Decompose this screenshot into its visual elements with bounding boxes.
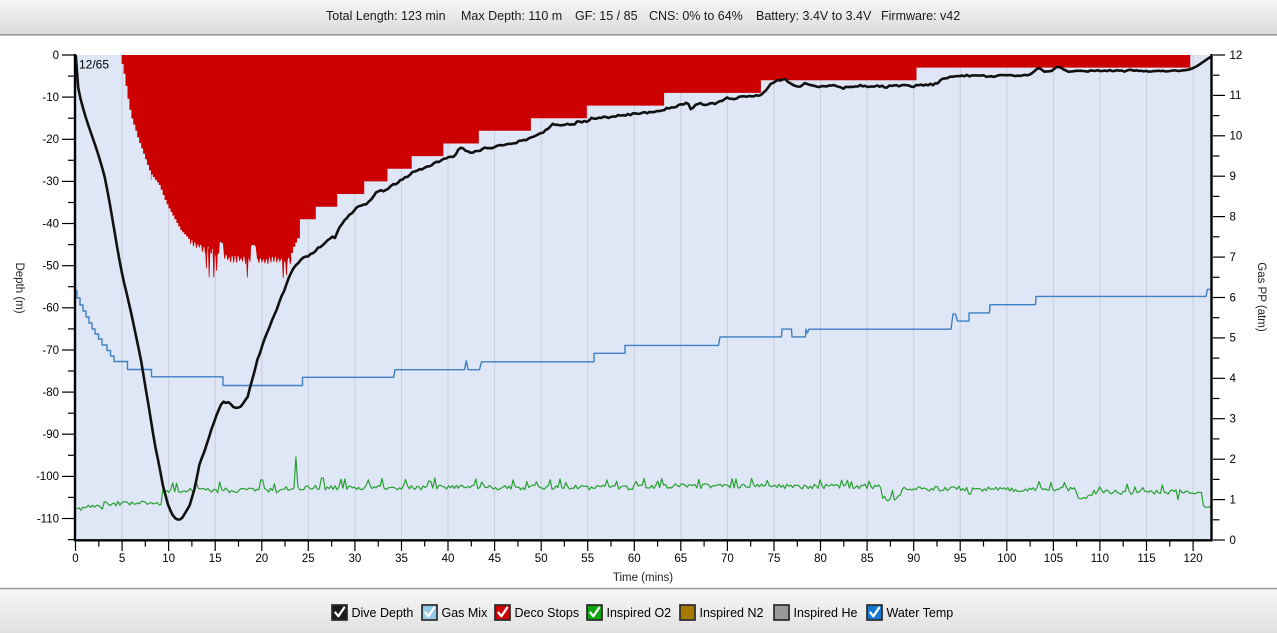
svg-text:Inspired N2: Inspired N2 — [700, 606, 764, 620]
svg-text:Depth (m): Depth (m) — [13, 262, 25, 313]
svg-text:50: 50 — [535, 553, 548, 565]
svg-text:9: 9 — [1230, 171, 1236, 183]
svg-text:-110: -110 — [37, 513, 59, 525]
svg-text:5: 5 — [1230, 333, 1236, 345]
svg-text:Dive Depth: Dive Depth — [352, 606, 414, 620]
svg-text:60: 60 — [628, 553, 641, 565]
svg-text:4: 4 — [1230, 373, 1237, 385]
svg-text:75: 75 — [768, 553, 781, 565]
svg-text:-30: -30 — [42, 176, 59, 188]
svg-text:-80: -80 — [42, 387, 59, 399]
svg-text:Gas Mix: Gas Mix — [442, 606, 489, 620]
svg-text:100: 100 — [997, 553, 1016, 565]
svg-text:95: 95 — [954, 553, 967, 565]
svg-text:0: 0 — [1230, 535, 1236, 547]
svg-text:35: 35 — [395, 553, 408, 565]
svg-text:-10: -10 — [42, 92, 59, 104]
svg-text:-100: -100 — [36, 471, 59, 483]
svg-text:15: 15 — [209, 553, 222, 565]
svg-text:110: 110 — [1091, 553, 1109, 565]
svg-text:Inspired He: Inspired He — [794, 606, 858, 620]
svg-text:GF: 15 / 85: GF: 15 / 85 — [575, 9, 638, 23]
svg-text:12/65: 12/65 — [79, 58, 109, 72]
svg-text:12: 12 — [1230, 50, 1243, 62]
svg-text:-20: -20 — [42, 134, 59, 146]
svg-text:3: 3 — [1230, 414, 1236, 426]
svg-text:Total Length: 123 min: Total Length: 123 min — [326, 9, 446, 23]
svg-text:6: 6 — [1230, 292, 1236, 304]
svg-text:30: 30 — [349, 553, 362, 565]
svg-text:45: 45 — [488, 553, 501, 565]
svg-text:65: 65 — [674, 553, 687, 565]
svg-text:90: 90 — [907, 553, 920, 565]
svg-text:2: 2 — [1230, 454, 1236, 466]
svg-text:Battery: 3.4V to 3.4V: Battery: 3.4V to 3.4V — [756, 9, 872, 23]
svg-text:-60: -60 — [42, 303, 59, 315]
svg-text:80: 80 — [814, 553, 827, 565]
svg-text:-50: -50 — [42, 261, 59, 273]
svg-text:0: 0 — [53, 50, 59, 62]
svg-text:55: 55 — [581, 553, 594, 565]
svg-text:Inspired O2: Inspired O2 — [607, 606, 672, 620]
svg-text:Deco Stops: Deco Stops — [515, 606, 580, 620]
svg-text:Time (mins): Time (mins) — [613, 572, 673, 584]
svg-text:1: 1 — [1230, 494, 1236, 506]
svg-text:Max Depth: 110 m: Max Depth: 110 m — [461, 9, 562, 23]
svg-text:85: 85 — [861, 553, 874, 565]
svg-text:10: 10 — [162, 553, 175, 565]
svg-text:40: 40 — [442, 553, 455, 565]
svg-text:25: 25 — [302, 553, 315, 565]
svg-text:Firmware: v42: Firmware: v42 — [881, 9, 960, 23]
svg-text:120: 120 — [1184, 553, 1203, 565]
svg-text:115: 115 — [1137, 553, 1155, 565]
svg-text:11: 11 — [1230, 90, 1242, 102]
svg-text:7: 7 — [1230, 252, 1236, 264]
svg-text:70: 70 — [721, 553, 734, 565]
svg-text:-40: -40 — [42, 218, 59, 230]
svg-text:-70: -70 — [42, 345, 59, 357]
svg-text:5: 5 — [119, 553, 125, 565]
svg-text:105: 105 — [1044, 553, 1063, 565]
svg-text:Water Temp: Water Temp — [887, 606, 954, 620]
svg-text:CNS: 0% to 64%: CNS: 0% to 64% — [649, 9, 743, 23]
svg-text:20: 20 — [255, 553, 268, 565]
svg-text:8: 8 — [1230, 211, 1236, 223]
svg-text:Gas PP (atm): Gas PP (atm) — [1255, 262, 1267, 332]
svg-text:10: 10 — [1230, 131, 1243, 143]
svg-text:0: 0 — [72, 553, 78, 565]
svg-text:-90: -90 — [42, 429, 59, 441]
